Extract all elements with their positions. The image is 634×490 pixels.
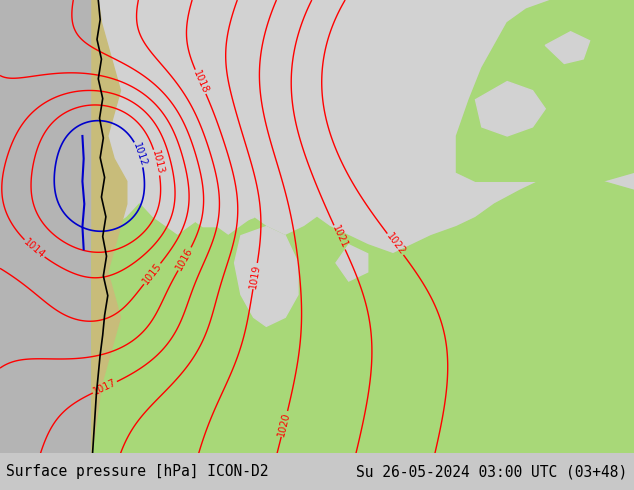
Polygon shape xyxy=(92,172,634,453)
Bar xyxy=(92,0,634,453)
Text: 1022: 1022 xyxy=(384,231,407,257)
Text: 1015: 1015 xyxy=(141,261,164,287)
Text: 1014: 1014 xyxy=(22,237,47,261)
Text: 1021: 1021 xyxy=(330,224,349,251)
Text: 1019: 1019 xyxy=(249,263,262,289)
Polygon shape xyxy=(171,91,298,226)
Polygon shape xyxy=(476,82,545,136)
Polygon shape xyxy=(545,32,590,64)
Bar xyxy=(0,0,92,453)
Polygon shape xyxy=(92,0,127,453)
Polygon shape xyxy=(336,245,368,281)
Text: 1018: 1018 xyxy=(191,69,210,95)
Text: Surface pressure [hPa] ICON-D2: Surface pressure [hPa] ICON-D2 xyxy=(6,464,269,479)
Text: 1012: 1012 xyxy=(131,141,148,168)
Polygon shape xyxy=(456,0,634,181)
Text: Su 26-05-2024 03:00 UTC (03+48): Su 26-05-2024 03:00 UTC (03+48) xyxy=(356,464,628,479)
Text: 1016: 1016 xyxy=(174,246,195,272)
Text: 1017: 1017 xyxy=(91,377,118,397)
Text: 1020: 1020 xyxy=(276,411,292,437)
Text: 1013: 1013 xyxy=(150,149,165,175)
Polygon shape xyxy=(235,226,298,326)
